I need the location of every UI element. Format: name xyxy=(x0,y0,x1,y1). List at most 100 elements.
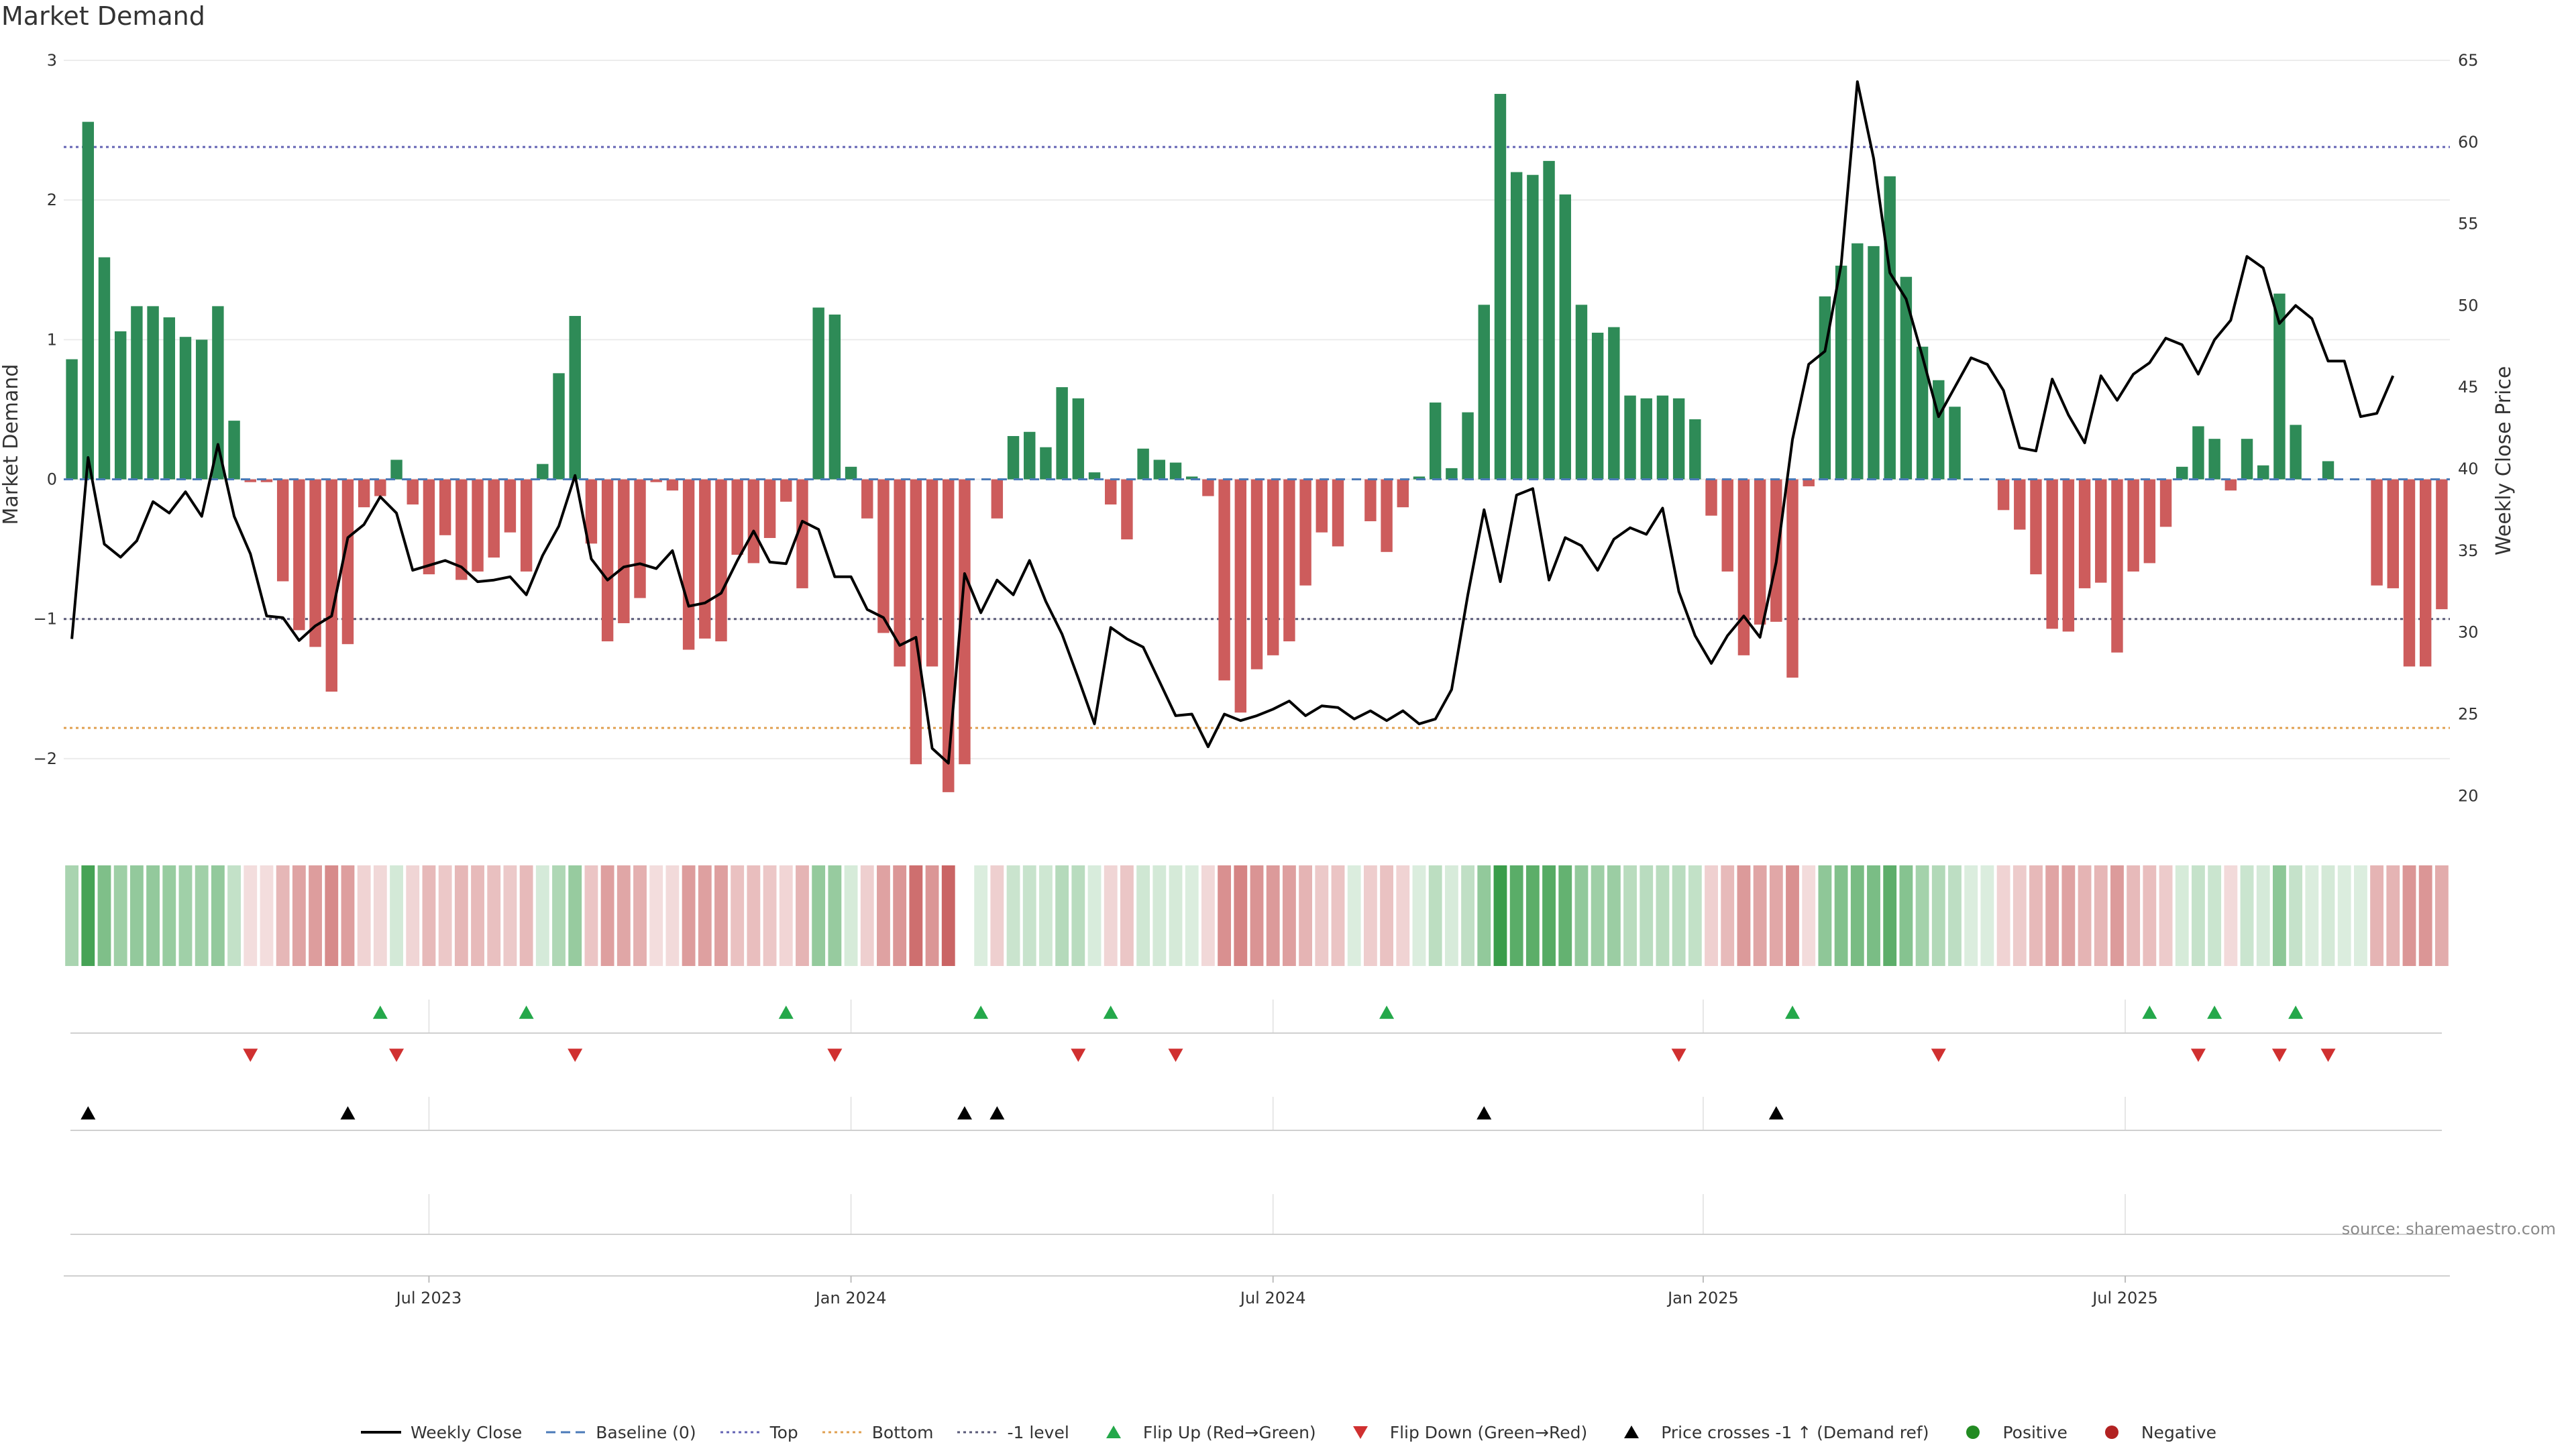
legend-label: Flip Up (Red→Green) xyxy=(1142,1422,1316,1442)
y-tick-label: 0 xyxy=(47,470,57,489)
flip-down-marker xyxy=(2320,1049,2336,1062)
heatmap-cell xyxy=(1185,865,1199,966)
demand-bar xyxy=(244,479,256,482)
heatmap-cell xyxy=(1087,865,1102,966)
heatmap-cell xyxy=(633,865,647,966)
heatmap-cell xyxy=(1899,865,1913,966)
demand-bar xyxy=(2095,479,2107,583)
heatmap-cell xyxy=(1218,865,1232,966)
demand-bar xyxy=(585,479,598,544)
heatmap-cell xyxy=(1444,865,1458,966)
y2-tick-label: 20 xyxy=(2458,786,2479,805)
heatmap-cell xyxy=(1818,865,1832,966)
demand-bar xyxy=(2111,479,2123,653)
heatmap-cell xyxy=(2434,865,2449,966)
demand-bar xyxy=(1559,194,1571,480)
heatmap-cell xyxy=(682,865,696,966)
heatmap-cell xyxy=(2305,865,2319,966)
legend-symbol-bottom xyxy=(822,1431,863,1434)
demand-bar xyxy=(1608,327,1620,480)
demand-bar xyxy=(212,306,224,480)
demand-bar xyxy=(828,314,841,480)
flip-up-marker xyxy=(778,1006,794,1019)
heatmap-cell xyxy=(1883,865,1897,966)
demand-bar xyxy=(228,421,240,480)
heatmap-cell xyxy=(1672,865,1686,966)
legend: Weekly Close Baseline (0) Top Bottom -1 leve… xyxy=(0,1419,2576,1446)
heatmap-cell xyxy=(2273,865,2286,966)
demand-bar xyxy=(2159,479,2172,527)
heatmap-cell xyxy=(1331,865,1345,966)
demand-bar xyxy=(2322,461,2334,480)
legend-label: Flip Down (Green→Red) xyxy=(1389,1422,1588,1442)
demand-bar xyxy=(1672,398,1685,480)
y2-tick-label: 55 xyxy=(2458,215,2479,233)
heatmap-cell xyxy=(2208,865,2222,966)
heatmap-cell xyxy=(616,865,631,966)
demand-bar xyxy=(1689,419,1701,480)
legend-symbol-top xyxy=(720,1431,761,1434)
legend-label: -1 level xyxy=(1007,1422,1069,1442)
heatmap-cell xyxy=(292,865,306,966)
y2-tick-label: 35 xyxy=(2458,541,2479,560)
heatmap-cell xyxy=(1412,865,1426,966)
demand-bar xyxy=(1202,479,1214,496)
demand-bar xyxy=(147,306,159,480)
y2-tick-label: 40 xyxy=(2458,460,2479,478)
source-label: source: sharemaestro.com xyxy=(2341,1220,2556,1238)
demand-bar xyxy=(1185,476,1198,480)
demand-bar xyxy=(1510,172,1523,480)
demand-bar xyxy=(537,464,549,480)
demand-bar xyxy=(943,479,955,792)
legend-item-flip-up: Flip Up (Red→Green) xyxy=(1092,1422,1316,1442)
legend-symbol-cross xyxy=(1624,1426,1640,1438)
demand-bar xyxy=(1007,436,1020,480)
heatmap-cell xyxy=(1120,865,1134,966)
heatmap-cell xyxy=(1721,865,1735,966)
heatmap-cell xyxy=(471,865,484,966)
heatmap-cell xyxy=(1461,865,1474,966)
demand-bar xyxy=(2387,479,2400,588)
demand-bar xyxy=(2371,479,2383,586)
flip-up-marker xyxy=(2288,1006,2304,1019)
demand-bar xyxy=(2192,426,2204,480)
demand-bar xyxy=(488,479,500,558)
demand-bar xyxy=(2030,479,2042,575)
demand-bar xyxy=(1933,380,1945,480)
heatmap-cell xyxy=(519,865,533,966)
flip-up-marker xyxy=(1785,1006,1801,1019)
demand-bar xyxy=(1656,395,1669,480)
heatmap-cell xyxy=(211,865,225,966)
demand-bar xyxy=(309,479,321,647)
demand-bar xyxy=(1024,431,1036,480)
heatmap-cell xyxy=(731,865,745,966)
flip-up-marker xyxy=(2142,1006,2157,1019)
demand-bar xyxy=(1721,479,1733,572)
heatmap-cell xyxy=(909,865,923,966)
heatmap-cell xyxy=(373,865,387,966)
heatmap-cell xyxy=(860,865,874,966)
heatmap-cell xyxy=(974,865,988,966)
heatmap-cell xyxy=(503,865,517,966)
heatmap-cell xyxy=(227,865,241,966)
y2-tick-label: 65 xyxy=(2458,51,2479,70)
heatmap-cell xyxy=(1591,865,1605,966)
heatmap-cell xyxy=(828,865,842,966)
flip-up-marker xyxy=(519,1006,534,1019)
demand-bar xyxy=(98,257,111,480)
demand-bar xyxy=(1088,472,1101,480)
heatmap-cell xyxy=(81,865,95,966)
legend-label: Negative xyxy=(2141,1422,2217,1442)
flip-up-marker xyxy=(973,1006,989,1019)
demand-bar xyxy=(1364,479,1377,521)
demand-bar xyxy=(1234,479,1247,713)
demand-bar xyxy=(877,479,890,633)
flip-down-marker xyxy=(1931,1049,1946,1062)
heatmap-cell xyxy=(877,865,890,966)
legend-label: Top xyxy=(769,1422,798,1442)
demand-bar xyxy=(1575,305,1588,480)
demand-bar xyxy=(2176,466,2188,480)
demand-bar xyxy=(1754,479,1766,625)
heatmap-cell xyxy=(2418,865,2432,966)
chart-title: Market Demand xyxy=(1,1,205,31)
